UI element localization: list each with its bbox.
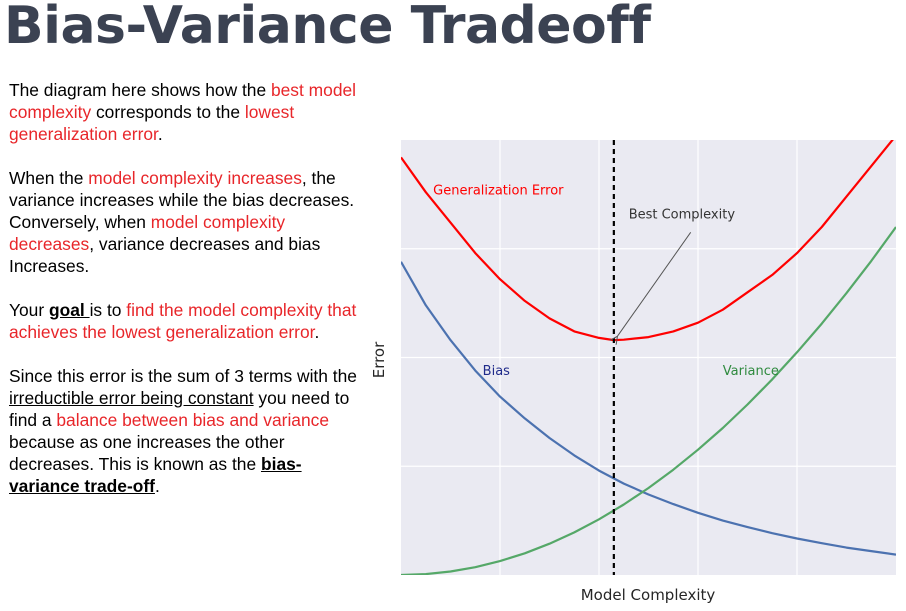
label-bias: Bias [483,364,510,379]
best-complexity-arrow [617,232,692,337]
annotations: Best Complexity Generalization Error Bias V… [433,183,779,379]
paragraph-tradeoff: Since this error is the sum of 3 terms w… [9,366,357,496]
series-line-variance [401,226,896,575]
paragraph-increase: When the model complexity increases, the… [9,168,355,210]
explanation-text: The diagram here shows how the best mode… [9,79,369,519]
series-line-bias [401,261,896,556]
page-title: Bias-Variance Tradeoff [4,0,651,56]
label-generalization-error: Generalization Error [433,183,564,198]
x-axis-label: Model Complexity [581,586,716,604]
annotation-best-complexity: Best Complexity [629,207,736,222]
y-axis-label: Error [370,341,388,378]
series-lines [401,140,896,575]
grid [401,140,896,575]
bias-variance-chart: Best Complexity Generalization Error Bias V… [370,140,896,604]
paragraph-decrease: Conversely, when model complexity decrea… [9,212,321,276]
paragraph-intro: The diagram here shows how the best mode… [9,80,357,144]
label-variance: Variance [723,364,779,379]
series-line-generalization-error [401,140,894,342]
paragraph-goal: Your goal is to find the model complexit… [9,300,357,342]
